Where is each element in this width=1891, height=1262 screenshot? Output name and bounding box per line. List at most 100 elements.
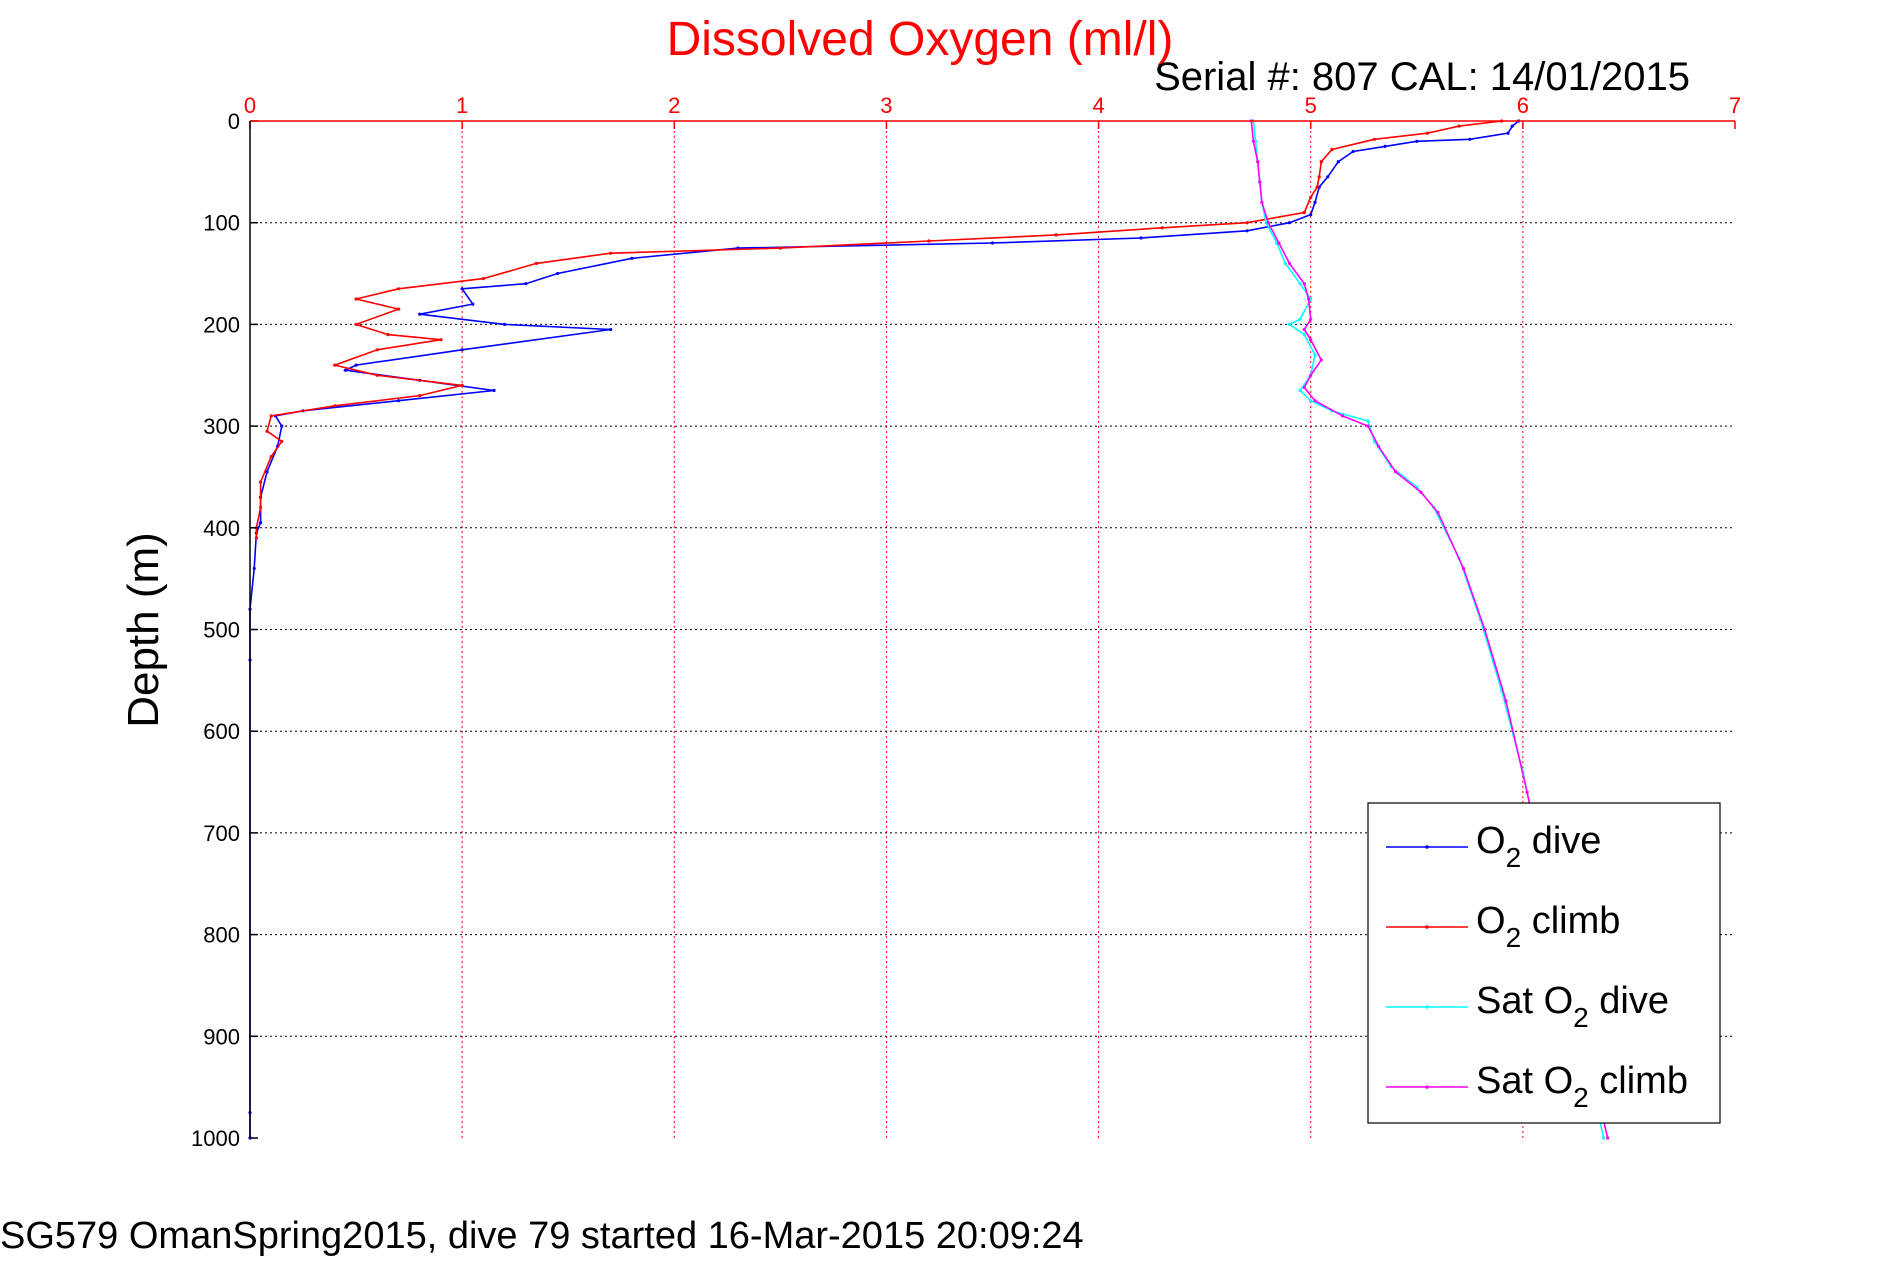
data-point <box>1394 470 1398 474</box>
data-point <box>375 373 379 377</box>
data-point <box>1457 124 1461 128</box>
chart-subtitle: Serial #: 807 CAL: 14/01/2015 <box>1154 55 1690 99</box>
data-point <box>1287 322 1292 326</box>
data-point <box>269 455 273 459</box>
legend-label-main: Sat O <box>1476 1060 1573 1102</box>
data-point <box>1266 221 1270 225</box>
data-point <box>1309 317 1313 321</box>
series-group <box>248 119 1610 1140</box>
data-point <box>1254 139 1258 143</box>
legend-box <box>1367 802 1721 1124</box>
x-tick-label: 5 <box>1305 93 1317 118</box>
y-tick-label: 500 <box>203 618 240 643</box>
y-axis-label: Depth (m) <box>119 532 168 728</box>
data-point <box>1309 399 1313 403</box>
data-point <box>1525 790 1529 794</box>
data-point <box>1461 566 1466 571</box>
data-point <box>396 307 401 311</box>
data-point <box>1606 1136 1610 1140</box>
legend-label: O2 climb <box>1476 900 1620 953</box>
legend-label-rest: climb <box>1521 900 1620 942</box>
data-point <box>1160 226 1164 230</box>
data-point <box>1336 160 1340 164</box>
data-point <box>1313 200 1317 204</box>
data-point <box>439 338 443 342</box>
data-point <box>1302 385 1306 390</box>
data-point <box>1436 510 1440 515</box>
data-point <box>1313 399 1317 403</box>
data-point <box>460 348 464 352</box>
data-point <box>1309 195 1313 199</box>
legend-label-main: Sat O <box>1476 980 1573 1022</box>
data-point <box>252 566 256 571</box>
data-point <box>1510 124 1514 128</box>
data-point <box>1372 137 1376 141</box>
series-line-1 <box>255 120 1502 538</box>
data-point <box>354 322 358 326</box>
data-point <box>630 256 634 260</box>
data-point <box>1302 327 1306 332</box>
data-point <box>1283 261 1287 265</box>
y-tick-label: 700 <box>203 821 240 846</box>
data-point <box>1377 444 1381 448</box>
data-point <box>1298 317 1302 321</box>
legend-label: Sat O2 dive <box>1476 980 1669 1033</box>
data-point <box>1277 241 1281 245</box>
data-point <box>1366 419 1370 423</box>
data-point <box>1251 139 1255 143</box>
data-point <box>1317 175 1321 179</box>
legend-label-subscript: 2 <box>1506 922 1522 953</box>
axes: 0 1 2 3 4 5 6 7 0 100 200 300 400 500 600 700 800 900 1000 <box>191 93 1741 1151</box>
data-point <box>259 521 263 525</box>
data-point <box>1298 282 1302 286</box>
data-point <box>1425 131 1429 135</box>
x-tick-label: 4 <box>1092 93 1104 118</box>
data-point <box>1415 139 1419 143</box>
series-line-0 <box>249 120 1520 1138</box>
x-tick-label: 2 <box>668 93 680 118</box>
x-tick-label: 6 <box>1517 93 1529 118</box>
data-point <box>259 480 263 484</box>
data-point <box>927 239 931 243</box>
data-point <box>1258 180 1262 184</box>
x-tick-label: 1 <box>456 93 468 118</box>
y-tick-label: 0 <box>228 109 240 134</box>
y-tick-label: 400 <box>203 516 240 541</box>
data-point <box>1307 297 1311 301</box>
data-point <box>460 287 464 291</box>
data-point <box>1054 233 1058 237</box>
data-point <box>1315 185 1319 189</box>
data-point <box>524 282 528 286</box>
legend-label: O2 dive <box>1476 820 1601 873</box>
data-point <box>1302 333 1306 337</box>
x-tick-label: 0 <box>244 93 256 118</box>
data-point <box>396 399 401 403</box>
data-point <box>254 536 258 540</box>
data-point <box>1245 221 1249 225</box>
legend-label-subscript: 2 <box>1573 1082 1589 1113</box>
data-point <box>269 414 273 418</box>
data-point <box>1504 699 1508 703</box>
data-point <box>1468 137 1472 141</box>
data-point <box>1601 1136 1606 1140</box>
data-point <box>1319 358 1323 362</box>
y-tick-label: 300 <box>203 414 240 439</box>
y-tick-label: 600 <box>203 719 240 744</box>
data-point <box>265 470 269 474</box>
data-point <box>375 348 379 352</box>
data-point <box>418 394 422 398</box>
x-tick-label: 3 <box>880 93 892 118</box>
y-tick-label: 200 <box>203 312 240 337</box>
legend-label-rest: dive <box>1589 980 1669 1022</box>
data-point <box>280 439 284 443</box>
data-point <box>1287 261 1292 265</box>
data-point <box>1419 490 1423 494</box>
data-point <box>471 302 475 306</box>
data-point <box>259 505 263 510</box>
data-point <box>386 333 390 337</box>
data-point <box>1287 221 1292 225</box>
legend-label-main: O <box>1476 820 1506 862</box>
legend-swatch-marker <box>1425 1085 1429 1089</box>
data-point <box>333 363 337 367</box>
